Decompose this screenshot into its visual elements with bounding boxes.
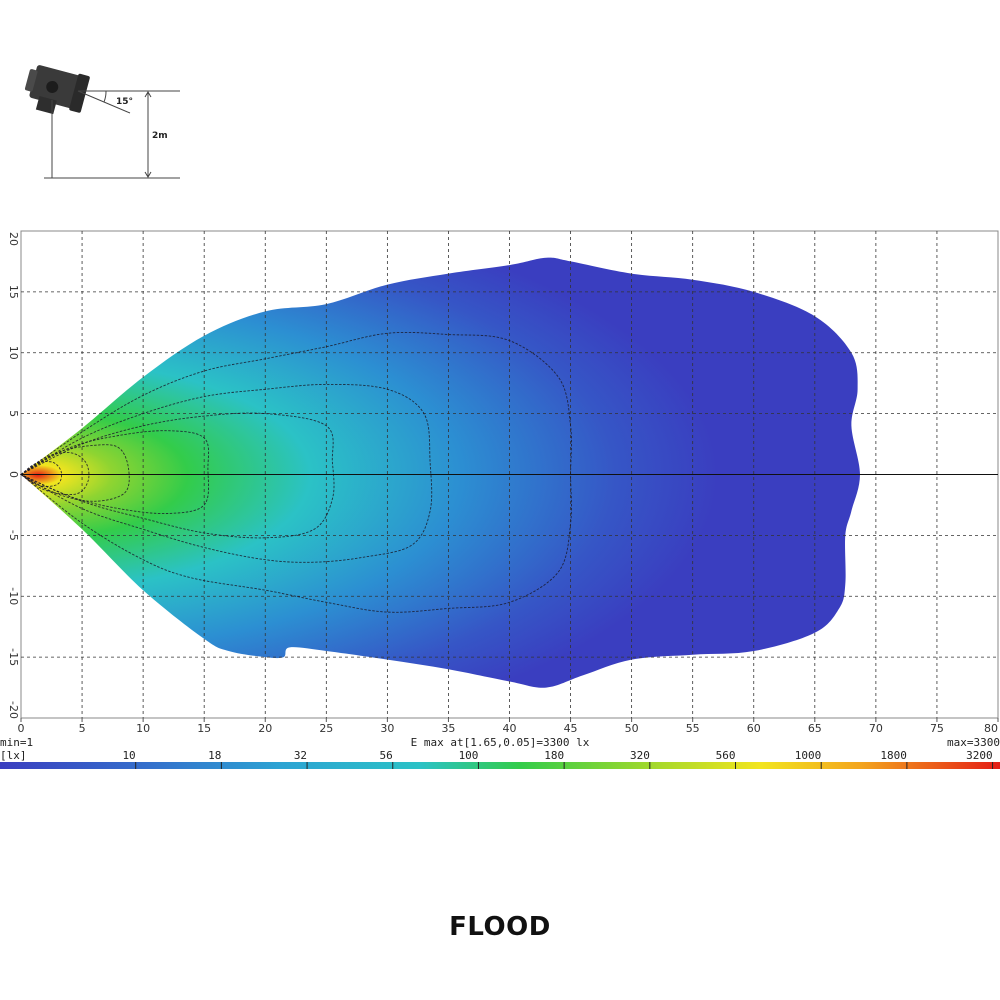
x-tick-label: 0 [18, 722, 25, 735]
isolux-chart: 0 5 10 15 20 25 30 35 40 45 50 55 60 65 70 75 80 2015105… [0, 230, 1000, 769]
isolux-line-100 [20, 430, 210, 515]
tilt-angle-arc [103, 90, 107, 103]
color-scale-label: 1800 [880, 749, 907, 762]
x-tick-label: 35 [441, 722, 455, 735]
beam-type-label: FLOOD [449, 912, 551, 942]
color-scale-ticks [135, 762, 994, 769]
x-tick-label: 60 [747, 722, 761, 735]
x-tick-label: 25 [319, 722, 333, 735]
isolux-line-1000 [20, 461, 63, 487]
color-scale-label: 32 [294, 749, 307, 762]
x-tick-label: 45 [564, 722, 578, 735]
y-tick-label: -10 [7, 587, 20, 605]
grid-lines [21, 231, 998, 718]
color-scale-labels: 10 18 32 56 100 180 320 560 1000 1800 3200 [122, 749, 992, 762]
y-tick-label: -15 [7, 648, 20, 666]
color-scale-label: 56 [380, 749, 393, 762]
x-tick-label: 15 [197, 722, 211, 735]
lamp-icon [24, 65, 90, 115]
y-tick-label: -5 [7, 530, 20, 541]
color-scale-label: 3200 [966, 749, 993, 762]
y-tick-label: 15 [7, 285, 20, 299]
y-axis-ticks: 20 15 10 5 0 -5 -10 -15 -20 [7, 232, 20, 719]
y-tick-label: 0 [7, 471, 20, 478]
y-tick-label: -20 [7, 701, 20, 719]
x-tick-label: 30 [380, 722, 394, 735]
x-axis-ticks: 0 5 10 15 20 25 30 35 40 45 50 55 60 65 70 75 80 [18, 718, 999, 735]
color-scale-label: 18 [208, 749, 221, 762]
isolux-line-10 [20, 331, 572, 613]
isolux-contours [19, 331, 572, 613]
x-tick-label: 80 [984, 722, 998, 735]
y-tick-label: 20 [7, 232, 20, 246]
color-scale-label: 100 [459, 749, 479, 762]
x-tick-label: 20 [258, 722, 272, 735]
x-tick-label: 75 [930, 722, 944, 735]
mounting-diagram: 15° 2m [24, 65, 180, 179]
unit-label: [lx] [0, 749, 27, 762]
x-tick-label: 50 [625, 722, 639, 735]
isolux-line-56 [19, 412, 335, 539]
x-tick-label: 65 [808, 722, 822, 735]
x-tick-label: 10 [136, 722, 150, 735]
color-scale-label: 560 [716, 749, 736, 762]
color-scale-label: 180 [544, 749, 564, 762]
color-scale-label: 10 [122, 749, 135, 762]
height-label: 2m [152, 131, 168, 141]
color-scale-label: 1000 [795, 749, 822, 762]
y-tick-label: 5 [7, 410, 20, 417]
min-label: min=1 [0, 736, 33, 749]
color-scale-bar [0, 762, 1000, 769]
color-scale-label: 320 [630, 749, 650, 762]
emax-label: E max at[1.65,0.05]=3300 lx [411, 736, 590, 749]
x-tick-label: 40 [503, 722, 517, 735]
max-label: max=3300 [947, 736, 1000, 749]
x-tick-label: 70 [869, 722, 883, 735]
isolux-line-180 [20, 444, 130, 502]
illuminated-area [21, 257, 860, 688]
tilt-angle-label: 15° [116, 97, 133, 107]
x-tick-label: 55 [686, 722, 700, 735]
isolux-line-320 [20, 451, 90, 496]
x-tick-label: 5 [79, 722, 86, 735]
y-tick-label: 10 [7, 346, 20, 360]
isolux-line-32 [20, 383, 433, 563]
